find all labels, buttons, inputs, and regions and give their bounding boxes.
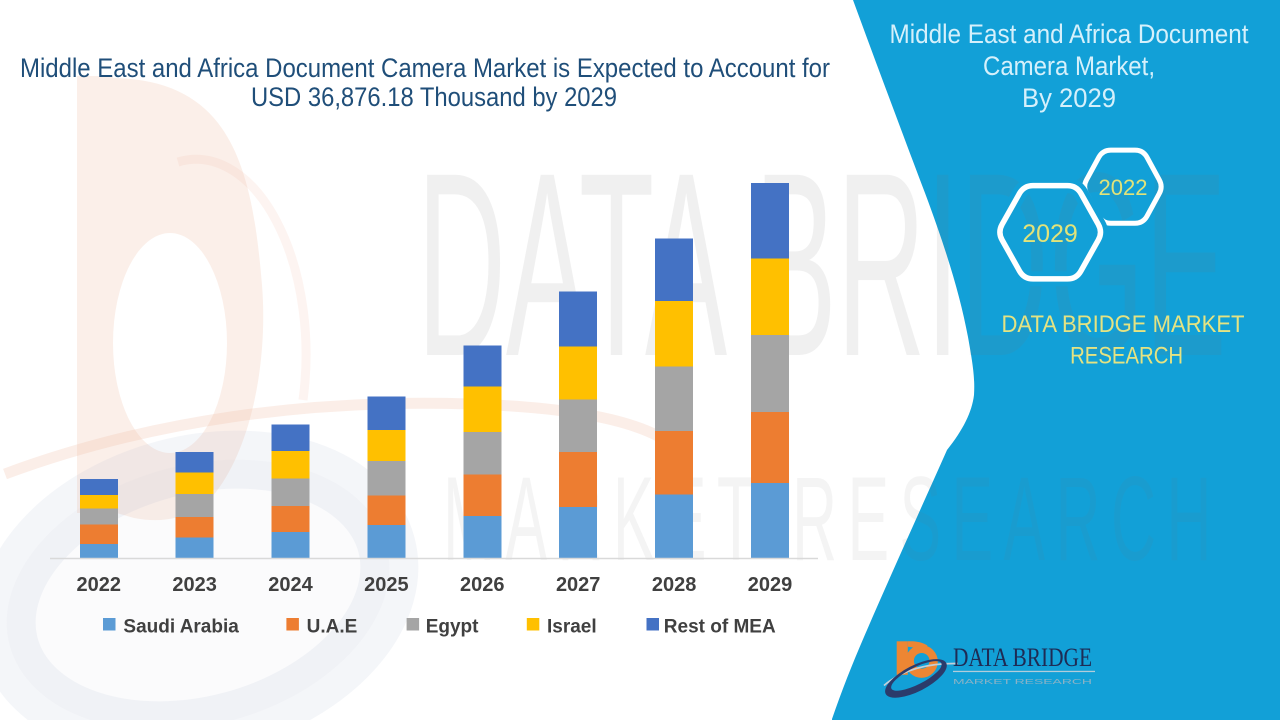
svg-text:DATA BRIDGE MARKET: DATA BRIDGE MARKET — [1002, 311, 1245, 338]
svg-text:Israel: Israel — [547, 617, 597, 638]
svg-text:U.A.E: U.A.E — [307, 617, 358, 638]
svg-text:By 2029: By 2029 — [1022, 83, 1116, 113]
svg-text:Camera Market,: Camera Market, — [983, 51, 1155, 81]
svg-text:2024: 2024 — [268, 574, 313, 596]
svg-text:MARKET RESEARCH: MARKET RESEARCH — [953, 677, 1092, 686]
svg-text:USD 36,876.18 Thousand by 2029: USD 36,876.18 Thousand by 2029 — [251, 82, 617, 112]
svg-text:Rest of MEA: Rest of MEA — [664, 617, 776, 638]
svg-text:RESEARCH: RESEARCH — [1070, 342, 1183, 369]
svg-text:2029: 2029 — [748, 574, 793, 596]
svg-text:2022: 2022 — [77, 574, 122, 596]
svg-text:2025: 2025 — [364, 574, 409, 596]
svg-text:Saudi Arabia: Saudi Arabia — [123, 617, 239, 638]
svg-text:2028: 2028 — [652, 574, 697, 596]
svg-text:DATA BRIDGE: DATA BRIDGE — [953, 643, 1092, 672]
svg-text:2027: 2027 — [556, 574, 601, 596]
svg-text:2022: 2022 — [1099, 175, 1148, 200]
svg-text:2023: 2023 — [172, 574, 217, 596]
svg-text:2026: 2026 — [460, 574, 505, 596]
svg-text:Middle East and Africa Documen: Middle East and Africa Document — [890, 19, 1249, 49]
svg-text:2029: 2029 — [1022, 220, 1078, 248]
svg-text:Middle East and Africa Documen: Middle East and Africa Document Camera M… — [20, 53, 830, 83]
svg-text:Egypt: Egypt — [426, 617, 479, 638]
